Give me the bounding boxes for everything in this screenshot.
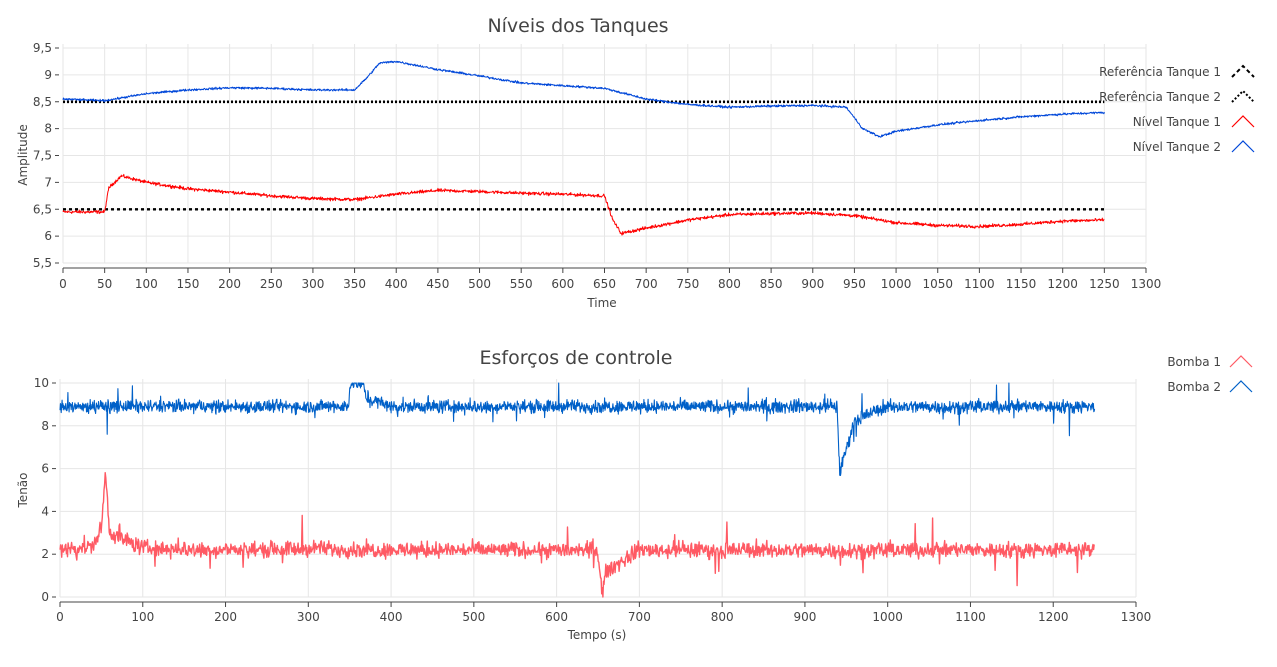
x-tick-label: 400 bbox=[385, 277, 408, 291]
x-tick-label: 1150 bbox=[1006, 277, 1037, 291]
x-tick-label: 1200 bbox=[1038, 610, 1069, 624]
x-tick-label: 150 bbox=[177, 277, 200, 291]
legend-symbol bbox=[1231, 140, 1255, 153]
x-tick-label: 100 bbox=[135, 277, 158, 291]
series-line[interactable]: Nível Tanque 1 bbox=[62, 173, 1105, 236]
series-line[interactable]: Nível Tanque 2 bbox=[62, 60, 1105, 138]
x-tick-label: 800 bbox=[711, 610, 734, 624]
legend-item[interactable]: Referência Tanque 2 bbox=[1099, 89, 1255, 104]
x-axis-label: Time bbox=[586, 296, 616, 310]
y-tick-label: 0 bbox=[41, 590, 49, 604]
x-tick-label: 650 bbox=[593, 277, 616, 291]
y-tick-label: 7 bbox=[44, 175, 52, 189]
x-tick-label: 200 bbox=[214, 610, 237, 624]
legend-label: Referência Tanque 1 bbox=[1099, 65, 1221, 79]
legend-symbol bbox=[1229, 355, 1253, 368]
series-line[interactable]: Bomba 1 bbox=[59, 472, 1095, 598]
x-tick-label: 1000 bbox=[872, 610, 903, 624]
x-tick-label: 350 bbox=[343, 277, 366, 291]
y-tick-label: 8,5 bbox=[33, 95, 52, 109]
series-line[interactable]: Bomba 2 bbox=[59, 382, 1096, 477]
legend-item[interactable]: Nível Tanque 2 bbox=[1133, 140, 1255, 154]
y-tick-label: 6 bbox=[44, 229, 52, 243]
x-tick-label: 850 bbox=[760, 277, 783, 291]
x-tick-label: 400 bbox=[380, 610, 403, 624]
x-tick-label: 0 bbox=[56, 610, 64, 624]
y-tick-label: 8 bbox=[41, 419, 49, 433]
x-axis-label: Tempo (s) bbox=[567, 628, 627, 642]
x-tick-label: 750 bbox=[676, 277, 699, 291]
tank-levels-chart: Níveis dos Tanques Referência Tanque 1 Re… bbox=[16, 15, 1255, 310]
y-tick-label: 6 bbox=[41, 462, 49, 476]
x-tick-label: 50 bbox=[97, 277, 112, 291]
y-axis-label: Tenão bbox=[16, 473, 30, 509]
x-tick-label: 900 bbox=[801, 277, 824, 291]
x-tick-label: 1100 bbox=[964, 277, 995, 291]
x-tick-label: 1000 bbox=[881, 277, 912, 291]
legend-item[interactable]: Bomba 1 bbox=[1167, 355, 1253, 369]
y-tick-label: 8 bbox=[44, 122, 52, 136]
x-tick-label: 1250 bbox=[1089, 277, 1120, 291]
x-tick-label: 300 bbox=[297, 610, 320, 624]
x-tick-label: 900 bbox=[793, 610, 816, 624]
y-tick-label: 5,5 bbox=[33, 256, 52, 270]
chart-title-tank-levels: Níveis dos Tanques bbox=[487, 15, 668, 37]
y-tick-label: 10 bbox=[34, 376, 49, 390]
x-tick-label: 1300 bbox=[1121, 610, 1152, 624]
x-tick-label: 700 bbox=[628, 610, 651, 624]
y-tick-label: 4 bbox=[41, 504, 49, 518]
x-tick-label: 300 bbox=[301, 277, 324, 291]
y-tick-label: 9 bbox=[44, 68, 52, 82]
x-tick-label: 1200 bbox=[1047, 277, 1078, 291]
x-tick-label: 500 bbox=[468, 277, 491, 291]
legend-label: Nível Tanque 2 bbox=[1133, 140, 1221, 154]
x-tick-label: 600 bbox=[545, 610, 568, 624]
legend-item[interactable]: Referência Tanque 1 bbox=[1099, 64, 1255, 79]
y-tick-label: 9,5 bbox=[33, 41, 52, 55]
y-axis-label: Amplitude bbox=[16, 124, 30, 186]
axes: 0 100 200 300 400 500 600 700 800 900 1000 1100 1200… bbox=[34, 376, 1152, 624]
legend-symbol bbox=[1231, 115, 1255, 128]
legend[interactable]: Bomba 1 Bomba 2 bbox=[1167, 355, 1253, 394]
legend-label: Bomba 1 bbox=[1167, 355, 1221, 369]
x-tick-label: 250 bbox=[260, 277, 283, 291]
grid bbox=[62, 44, 1147, 264]
x-tick-label: 800 bbox=[718, 277, 741, 291]
y-tick-label: 6,5 bbox=[33, 202, 52, 216]
x-tick-label: 550 bbox=[510, 277, 533, 291]
axes: 0 50 100 150 200 250 300 350 400 450 500 550 600 650 7… bbox=[33, 41, 1161, 291]
legend-item[interactable]: Nível Tanque 1 bbox=[1133, 115, 1255, 129]
legend-symbol bbox=[1229, 380, 1253, 393]
legend-symbol bbox=[1231, 64, 1255, 78]
x-tick-label: 0 bbox=[59, 277, 67, 291]
x-tick-label: 600 bbox=[551, 277, 574, 291]
x-tick-label: 1300 bbox=[1131, 277, 1162, 291]
legend-symbol bbox=[1231, 89, 1255, 103]
x-tick-label: 1050 bbox=[922, 277, 953, 291]
legend-label: Referência Tanque 2 bbox=[1099, 90, 1221, 104]
chart-title-control-effort: Esforços de controle bbox=[480, 347, 673, 369]
x-tick-label: 700 bbox=[635, 277, 658, 291]
x-tick-label: 100 bbox=[131, 610, 154, 624]
x-tick-label: 200 bbox=[218, 277, 241, 291]
y-tick-label: 7,5 bbox=[33, 149, 52, 163]
y-tick-label: 2 bbox=[41, 547, 49, 561]
x-tick-label: 500 bbox=[462, 610, 485, 624]
legend-item[interactable]: Bomba 2 bbox=[1167, 380, 1253, 394]
x-tick-label: 450 bbox=[426, 277, 449, 291]
legend[interactable]: Referência Tanque 1 Referência Tanque 2 Ní… bbox=[1099, 64, 1255, 154]
x-tick-label: 950 bbox=[843, 277, 866, 291]
legend-label: Nível Tanque 1 bbox=[1133, 115, 1221, 129]
x-tick-label: 1100 bbox=[955, 610, 986, 624]
legend-label: Bomba 2 bbox=[1167, 380, 1221, 394]
